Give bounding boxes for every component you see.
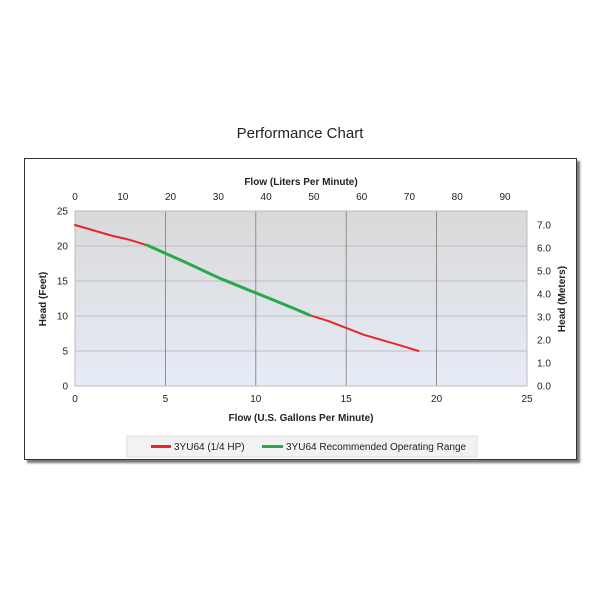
y2-axis-label: Head (Meters) xyxy=(557,266,568,332)
legend: 3YU64 (1/4 HP) 3YU64 Recommended Operati… xyxy=(126,435,478,458)
x2-tick-label: 0 xyxy=(72,192,78,203)
x2-tick-label: 70 xyxy=(404,192,416,203)
y2-tick-label: 6.0 xyxy=(537,244,551,255)
y-tick-label: 5 xyxy=(62,347,68,358)
y2-tick-label: 3.0 xyxy=(537,313,551,324)
series-line-2 xyxy=(145,243,312,317)
legend-label-series-1: 3YU64 (1/4 HP) xyxy=(174,442,245,453)
x2-tick-label: 80 xyxy=(452,192,464,203)
y2-tick-label: 4.0 xyxy=(537,290,551,301)
y2-tick-label: 1.0 xyxy=(537,359,551,370)
y-tick-label: 20 xyxy=(57,242,69,253)
y2-tick-label: 2.0 xyxy=(537,336,551,347)
x2-tick-label: 10 xyxy=(117,192,129,203)
x2-tick-label: 40 xyxy=(261,192,273,203)
x-tick-label: 20 xyxy=(431,394,443,405)
plot-area xyxy=(75,211,527,386)
x-axis-label: Flow (U.S. Gallons Per Minute) xyxy=(228,413,373,424)
y-tick-label: 25 xyxy=(57,207,69,218)
x-tick-label: 10 xyxy=(250,394,262,405)
y-tick-label: 15 xyxy=(57,277,69,288)
y-axis-label: Head (Feet) xyxy=(38,272,49,326)
x-tick-label: 0 xyxy=(72,394,78,405)
x2-tick-label: 90 xyxy=(499,192,511,203)
y-tick-label: 0 xyxy=(62,382,68,393)
chart-title: Performance Chart xyxy=(236,125,364,142)
x2-tick-label: 50 xyxy=(308,192,320,203)
y2-tick-label: 0.0 xyxy=(537,382,551,393)
chart-frame: 0 5 10 15 20 25 0 5 10 15 20 25 0 10 20 30 40 50 60 70 80 90 0… xyxy=(24,158,577,460)
plot-border xyxy=(74,210,528,387)
x2-tick-label: 20 xyxy=(165,192,177,203)
series-lines xyxy=(74,224,420,352)
y2-tick-label: 7.0 xyxy=(537,221,551,232)
x2-axis-label: Flow (Liters Per Minute) xyxy=(244,177,357,188)
y-tick-label: 10 xyxy=(57,312,69,323)
x2-tick-label: 60 xyxy=(356,192,368,203)
legend-label-series-2: 3YU64 Recommended Operating Range xyxy=(286,442,467,453)
legend-box xyxy=(126,435,478,458)
x-tick-label: 25 xyxy=(521,394,533,405)
x2-tick-label: 30 xyxy=(213,192,225,203)
x-tick-label: 15 xyxy=(341,394,353,405)
x-tick-label: 5 xyxy=(163,394,169,405)
y2-tick-label: 5.0 xyxy=(537,267,551,278)
